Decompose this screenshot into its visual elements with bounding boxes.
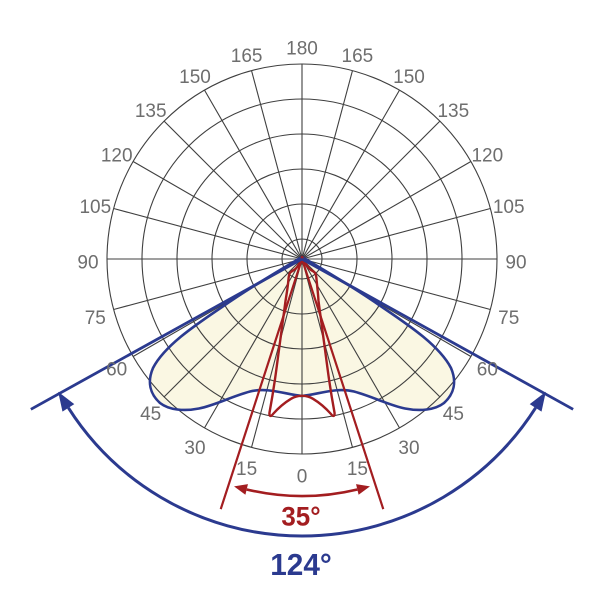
narrow-beam-line <box>300 258 385 510</box>
grid-spoke <box>301 258 354 448</box>
angle-label: 165 <box>231 46 263 67</box>
narrow-beam-arc <box>246 488 358 498</box>
grid-spoke <box>250 70 303 260</box>
grid-spoke <box>250 258 303 448</box>
narrow-beam-arrowhead <box>356 484 370 495</box>
angle-label: 0 <box>297 467 308 488</box>
angle-label: 45 <box>140 404 161 425</box>
angle-label: 60 <box>106 360 127 381</box>
angle-label: 60 <box>477 360 498 381</box>
angle-label: 120 <box>471 146 503 167</box>
wide-beam-angle-label: 124° <box>270 547 332 582</box>
angle-label: 75 <box>85 308 106 329</box>
narrow-beam-line <box>219 258 304 510</box>
angle-label: 15 <box>236 459 257 480</box>
angle-label: 105 <box>493 197 525 218</box>
wide-beam-line <box>30 257 303 411</box>
grid-spoke <box>113 258 303 311</box>
grid-spoke <box>301 207 491 260</box>
grid-spoke <box>301 120 441 260</box>
grid-spoke <box>301 70 354 260</box>
angle-label: 135 <box>135 101 167 122</box>
angle-label: 165 <box>342 46 374 67</box>
grid-spoke <box>163 120 303 260</box>
angle-label: 150 <box>179 67 211 88</box>
grid-spoke <box>301 89 400 260</box>
angle-label: 30 <box>398 438 419 459</box>
angle-label: 15 <box>347 459 368 480</box>
angle-label: 75 <box>498 308 519 329</box>
grid-spoke <box>132 161 303 260</box>
grid-spoke <box>301 258 441 398</box>
wide-beam-arc <box>67 407 537 538</box>
angle-label: 180 <box>286 39 318 60</box>
wide-beam-arrowhead <box>58 391 75 412</box>
grid-spoke <box>163 258 303 398</box>
wide-beam-arrowhead <box>529 391 546 412</box>
angle-label: 30 <box>184 438 205 459</box>
grid-spoke <box>204 89 303 260</box>
angle-label: 105 <box>79 197 111 218</box>
angle-label: 90 <box>505 253 526 274</box>
grid-spoke <box>301 258 491 311</box>
angle-label: 150 <box>393 67 425 88</box>
angle-label: 120 <box>101 146 133 167</box>
narrow-beam-arrowhead <box>234 484 248 495</box>
grid-spoke <box>301 161 472 260</box>
angle-label: 90 <box>77 253 98 274</box>
angle-label: 45 <box>443 404 464 425</box>
angle-label: 135 <box>437 101 469 122</box>
narrow-beam-curve <box>268 255 336 418</box>
grid-spoke <box>204 258 303 429</box>
wide-beam-line <box>301 257 574 411</box>
grid-spoke <box>113 207 303 260</box>
narrow-beam-angle-label: 35° <box>281 501 321 532</box>
